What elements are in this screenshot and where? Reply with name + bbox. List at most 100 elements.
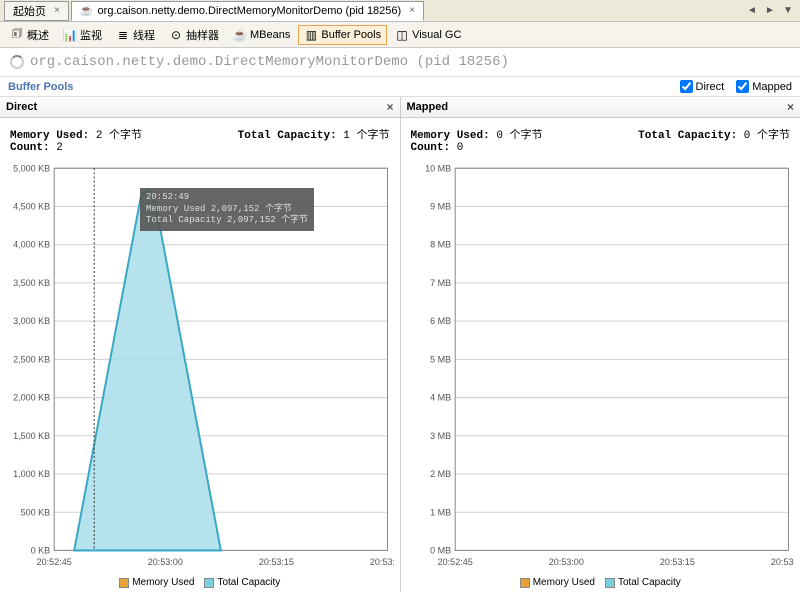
panel-title: Mapped <box>407 101 449 113</box>
legend-label: Memory Used <box>533 577 595 588</box>
tab-mbeans[interactable]: ☕MBeans <box>227 25 296 45</box>
nav-right-icon[interactable]: ► <box>762 2 778 18</box>
stats-block: Memory Used: 0 个字节 Total Capacity: 0 个字节… <box>401 118 800 156</box>
mbeans-icon: ☕ <box>233 28 247 42</box>
svg-text:20:52:45: 20:52:45 <box>437 557 472 567</box>
svg-text:5,000 KB: 5,000 KB <box>13 163 50 173</box>
stat-value: 0 <box>457 142 464 154</box>
tab-start-page[interactable]: 起始页 × <box>4 1 69 21</box>
legend-swatch <box>520 578 530 588</box>
loading-spinner-icon <box>10 55 24 69</box>
svg-text:20:53:30: 20:53:30 <box>770 557 794 567</box>
tab-app[interactable]: ☕ org.caison.netty.demo.DirectMemoryMoni… <box>71 1 424 21</box>
overview-icon: 🗊 <box>10 28 24 42</box>
chart-mapped[interactable]: 0 MB1 MB2 MB3 MB4 MB5 MB6 MB7 MB8 MB9 MB… <box>401 156 800 575</box>
chart-legend: Memory Used Total Capacity <box>401 575 800 592</box>
checkbox-input[interactable] <box>736 80 749 93</box>
tab-sampler[interactable]: ⊙抽样器 <box>163 24 225 46</box>
stat-value: 0 个字节 <box>744 130 790 142</box>
stat-label: Memory Used: <box>10 130 89 142</box>
editor-tabs: 起始页 × ☕ org.caison.netty.demo.DirectMemo… <box>0 0 800 22</box>
svg-text:2,000 KB: 2,000 KB <box>13 393 50 403</box>
visual-gc-icon: ◫ <box>395 28 409 42</box>
svg-text:4 MB: 4 MB <box>430 393 451 403</box>
svg-text:0 KB: 0 KB <box>31 545 51 555</box>
svg-text:4,500 KB: 4,500 KB <box>13 201 50 211</box>
svg-text:5 MB: 5 MB <box>430 354 451 364</box>
toolbar-label: Visual GC <box>412 29 461 41</box>
threads-icon: ≣ <box>116 28 130 42</box>
svg-text:10 MB: 10 MB <box>425 163 451 173</box>
tab-monitor[interactable]: 📊监视 <box>57 24 108 46</box>
panel-header: Mapped × <box>401 97 800 118</box>
sampler-icon: ⊙ <box>169 28 183 42</box>
close-icon[interactable]: × <box>405 5 415 16</box>
svg-text:6 MB: 6 MB <box>430 316 451 326</box>
panel-mapped: Mapped × Memory Used: 0 个字节 Total Capaci… <box>401 97 800 592</box>
nav-dropdown-icon[interactable]: ▼ <box>780 2 796 18</box>
tab-visual-gc[interactable]: ◫Visual GC <box>389 25 467 45</box>
stat-value: 0 个字节 <box>496 130 542 142</box>
main-toolbar: 🗊概述 📊监视 ≣线程 ⊙抽样器 ☕MBeans ▥Buffer Pools ◫… <box>0 22 800 48</box>
buffer-pools-icon: ▥ <box>304 28 318 42</box>
toolbar-label: MBeans <box>250 29 290 41</box>
tab-overview[interactable]: 🗊概述 <box>4 24 55 46</box>
chart-direct[interactable]: 0 KB500 KB1,000 KB1,500 KB2,000 KB2,500 … <box>0 156 400 575</box>
checkbox-mapped[interactable]: Mapped <box>736 80 792 93</box>
svg-text:0 MB: 0 MB <box>430 545 451 555</box>
chart-panels: Direct × Memory Used: 2 个字节 Total Capaci… <box>0 97 800 592</box>
svg-text:3,000 KB: 3,000 KB <box>13 316 50 326</box>
svg-text:1,500 KB: 1,500 KB <box>13 431 50 441</box>
tab-buffer-pools[interactable]: ▥Buffer Pools <box>298 25 387 45</box>
svg-text:1 MB: 1 MB <box>430 507 451 517</box>
section-label: Buffer Pools <box>8 81 73 93</box>
toolbar-label: 抽样器 <box>186 27 219 43</box>
svg-text:3,500 KB: 3,500 KB <box>13 278 50 288</box>
stat-value: 1 个字节 <box>343 130 389 142</box>
toolbar-label: 监视 <box>80 27 102 43</box>
legend-label: Total Capacity <box>618 577 681 588</box>
monitor-icon: 📊 <box>63 28 77 42</box>
stat-value: 2 <box>56 142 63 154</box>
stats-block: Memory Used: 2 个字节 Total Capacity: 1 个字节… <box>0 118 400 156</box>
java-icon: ☕ <box>80 4 94 17</box>
stat-label: Total Capacity: <box>238 130 337 142</box>
panel-title: Direct <box>6 101 37 113</box>
checkbox-label: Mapped <box>752 81 792 93</box>
stat-value: 2 个字节 <box>96 130 142 142</box>
stat-label: Total Capacity: <box>638 130 737 142</box>
stat-label: Count: <box>411 142 451 154</box>
svg-text:20:53:00: 20:53:00 <box>548 557 583 567</box>
svg-text:9 MB: 9 MB <box>430 201 451 211</box>
close-icon[interactable]: × <box>787 100 794 114</box>
legend-swatch <box>605 578 615 588</box>
app-title: org.caison.netty.demo.DirectMemoryMonito… <box>30 54 509 70</box>
panel-direct: Direct × Memory Used: 2 个字节 Total Capaci… <box>0 97 401 592</box>
legend-item: Total Capacity <box>204 577 280 588</box>
legend-swatch <box>119 578 129 588</box>
nav-left-icon[interactable]: ◄ <box>744 2 760 18</box>
svg-text:500 KB: 500 KB <box>21 507 51 517</box>
legend-label: Total Capacity <box>217 577 280 588</box>
svg-text:20:53:30: 20:53:30 <box>370 557 394 567</box>
checkbox-direct[interactable]: Direct <box>680 80 725 93</box>
svg-text:4,000 KB: 4,000 KB <box>13 240 50 250</box>
close-icon[interactable]: × <box>386 100 393 114</box>
legend-item: Total Capacity <box>605 577 681 588</box>
stat-label: Memory Used: <box>411 130 490 142</box>
checkbox-label: Direct <box>696 81 725 93</box>
checkbox-input[interactable] <box>680 80 693 93</box>
chart-legend: Memory Used Total Capacity <box>0 575 400 592</box>
svg-text:20:53:00: 20:53:00 <box>148 557 183 567</box>
toolbar-label: 线程 <box>133 27 155 43</box>
svg-text:3 MB: 3 MB <box>430 431 451 441</box>
section-header: Buffer Pools Direct Mapped <box>0 77 800 97</box>
svg-text:20:53:15: 20:53:15 <box>659 557 694 567</box>
close-icon[interactable]: × <box>50 5 60 16</box>
svg-text:20:53:15: 20:53:15 <box>259 557 294 567</box>
svg-text:7 MB: 7 MB <box>430 278 451 288</box>
legend-item: Memory Used <box>119 577 194 588</box>
tab-threads[interactable]: ≣线程 <box>110 24 161 46</box>
svg-text:2,500 KB: 2,500 KB <box>13 354 50 364</box>
stat-label: Count: <box>10 142 50 154</box>
